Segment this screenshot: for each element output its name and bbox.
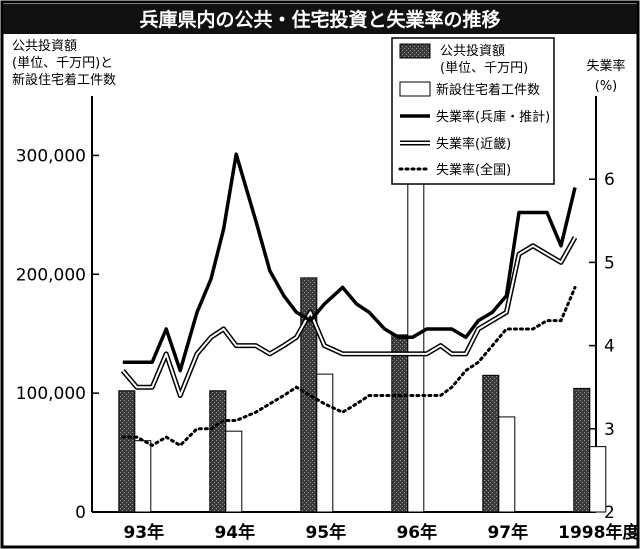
line-hyogo-unemployment bbox=[122, 152, 577, 373]
bar-public-investment bbox=[118, 390, 136, 513]
bar-public-investment bbox=[573, 387, 591, 513]
bar-public-investment bbox=[209, 390, 227, 513]
chart-title: 兵庫県内の公共・住宅投資と失業率の推移 bbox=[139, 8, 500, 31]
right-tick-label: 5 bbox=[604, 253, 615, 273]
x-tick-label: 95年 bbox=[305, 522, 346, 543]
right-tick-label: 3 bbox=[604, 420, 615, 440]
right-axis-label-line-1: 失業率 bbox=[586, 58, 625, 74]
left-tick-label: 0 bbox=[75, 503, 86, 523]
legend-label-kinki: 失業率(近畿) bbox=[436, 136, 511, 152]
x-tick-label: 97年 bbox=[487, 522, 528, 543]
x-tick-label: 1998年度 bbox=[558, 522, 640, 543]
x-tick-label: 94年 bbox=[214, 522, 255, 543]
bar-housing-starts bbox=[316, 373, 334, 513]
legend-swatch-public-investment bbox=[399, 43, 431, 59]
bar-housing-starts bbox=[589, 446, 607, 513]
line-kinki-unemployment-inner bbox=[122, 236, 576, 397]
x-tick-label: 93年 bbox=[123, 522, 164, 543]
left-tick-label: 100,000 bbox=[16, 384, 86, 404]
x-tick-label: 96年 bbox=[396, 522, 437, 543]
left-axis-label-line-2: (単位、千万円)と bbox=[12, 55, 113, 71]
left-tick-label: 200,000 bbox=[16, 265, 86, 285]
legend-box bbox=[391, 37, 555, 185]
title-bar bbox=[3, 4, 637, 34]
left-tick-label: 300,000 bbox=[16, 146, 86, 166]
right-tick-label: 4 bbox=[604, 337, 615, 357]
legend-label-hyogo: 失業率(兵庫・推計) bbox=[436, 109, 550, 125]
bar-housing-starts bbox=[498, 416, 516, 513]
right-axis-label-line-2: (%) bbox=[595, 79, 618, 94]
right-tick-label: 2 bbox=[604, 503, 615, 523]
legend-label-housing-starts: 新設住宅着工件数 bbox=[436, 82, 540, 98]
bar-public-investment bbox=[391, 334, 409, 513]
bar-housing-starts bbox=[225, 430, 243, 513]
plot-area: 0 100,000 200,000 300,000 2 3 4 5 6 93年 94年 95年 96年 9… bbox=[16, 96, 640, 543]
legend-sub-public-investment: (単位、千万円) bbox=[440, 60, 528, 76]
legend-label-japan: 失業率(全国) bbox=[436, 162, 511, 178]
legend-label-public-investment: 公共投資額 bbox=[440, 43, 505, 59]
left-axis-label-line-1: 公共投資額 bbox=[12, 38, 77, 54]
left-axis-label-line-3: 新設住宅着工件数 bbox=[12, 72, 116, 88]
bar-public-investment bbox=[482, 374, 500, 513]
legend-swatch-housing-starts bbox=[399, 81, 431, 97]
bar-housing-starts bbox=[134, 440, 152, 513]
line-japan-unemployment bbox=[121, 285, 577, 448]
right-tick-label: 6 bbox=[604, 170, 615, 190]
